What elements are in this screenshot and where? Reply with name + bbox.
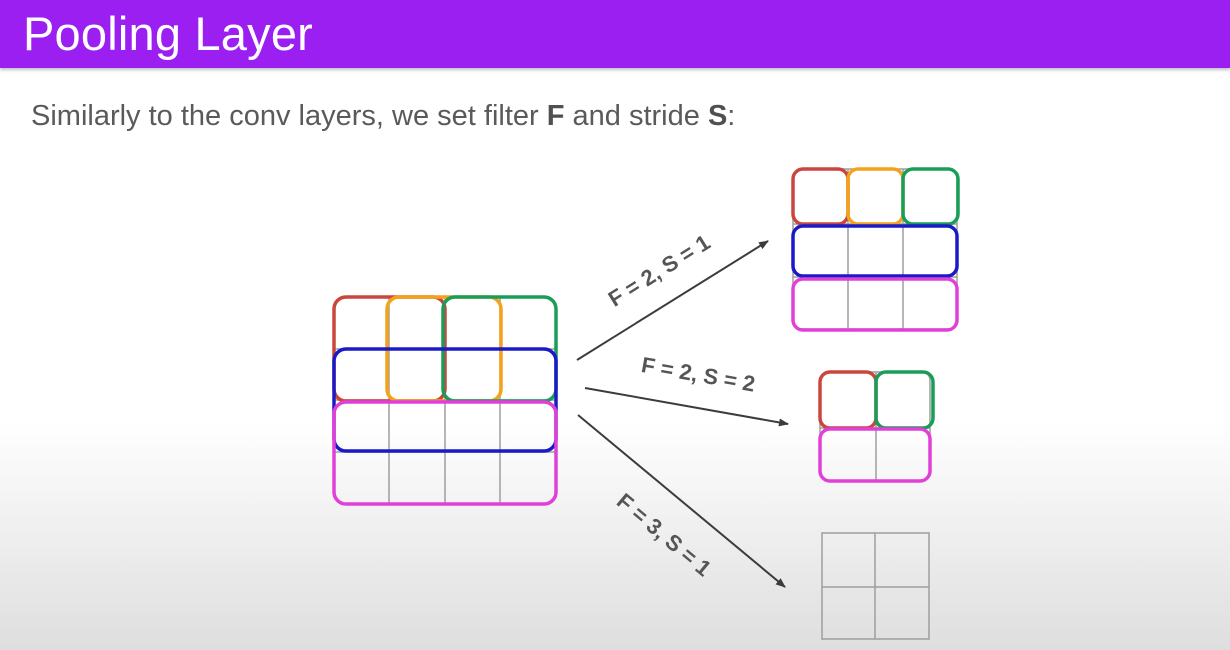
intro-suffix: : [727, 100, 736, 132]
slide-header: Pooling Layer [0, 0, 1230, 68]
output-2x2-row-magenta [818, 427, 932, 483]
input-grid [332, 295, 558, 506]
output-grid-3x3 [791, 167, 960, 332]
intro-filter-letter: F [546, 100, 565, 132]
arrow-label-middle: F = 2, S = 2 [640, 352, 758, 397]
input-window-blue [332, 347, 558, 453]
output-2x2-cell-red [818, 370, 878, 430]
arrow-middle [584, 387, 789, 427]
arrow-bottom [577, 414, 786, 588]
intro-stride-letter: S [707, 100, 728, 132]
intro-middle: and stride [564, 100, 708, 132]
output-3x3-cell-orange [846, 167, 905, 226]
output-3x3-cell-red [791, 167, 850, 226]
output-3x3-cell-green [901, 167, 960, 226]
output-grid-2x2-filter3 [821, 532, 930, 640]
arrow-label-bottom: F = 3, S = 1 [612, 488, 716, 581]
output-3x3-row-blue [791, 224, 959, 278]
input-window-magenta [332, 400, 558, 506]
output-3x3-grid-lines [792, 168, 958, 330]
intro-prefix: Similarly to the conv layers, we set fil… [31, 100, 547, 132]
output-grid-2x2-stride2 [818, 370, 935, 483]
slide-intro-text: Similarly to the conv layers, we set fil… [31, 98, 735, 134]
arrow-label-top: F = 2, S = 1 [604, 230, 715, 312]
output-2x2-cell-green [874, 370, 935, 430]
slide-title: Pooling Layer [23, 7, 314, 60]
output-3x3-row-magenta [791, 277, 959, 332]
arrow-top [576, 240, 769, 361]
